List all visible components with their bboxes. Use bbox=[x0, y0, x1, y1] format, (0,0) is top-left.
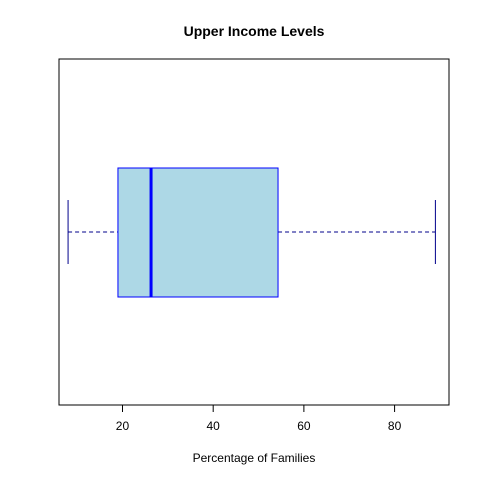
chart-title: Upper Income Levels bbox=[184, 23, 325, 39]
x-tick-label: 20 bbox=[116, 419, 130, 433]
x-tick-label: 40 bbox=[207, 419, 221, 433]
iqr-box bbox=[117, 167, 279, 298]
x-tick-label: 60 bbox=[297, 419, 311, 433]
x-tick-label: 80 bbox=[388, 419, 402, 433]
box-marks bbox=[67, 167, 436, 298]
x-axis: 20 40 60 80 bbox=[116, 404, 402, 433]
x-axis-label: Percentage of Families bbox=[193, 451, 316, 465]
